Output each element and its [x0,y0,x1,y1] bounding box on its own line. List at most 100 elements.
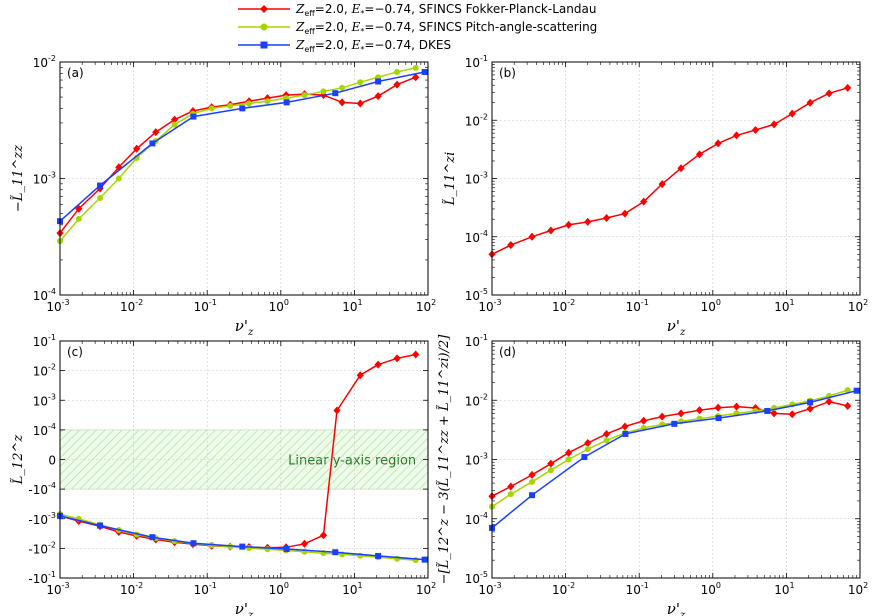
data-point-fpl [602,429,611,438]
x-tick-label: 102 [416,298,436,314]
data-point-pas [844,387,851,394]
x-axis-label: ν'z [235,317,254,338]
legend-z-sub: eff [304,45,315,54]
data-point-pas [264,98,271,105]
data-point-fpl [338,98,346,107]
data-point-fpl [602,213,611,222]
y-tick-label: 10-1 [33,333,56,349]
data-point-fpl [825,397,833,406]
axes-frame [59,61,429,296]
data-point-fpl [507,482,515,491]
y-tick-label: 10-1 [465,54,488,70]
x-tick-label: 10-2 [120,581,143,597]
data-point-dkes [375,552,382,559]
x-tick-label: 100 [701,581,721,597]
series-line-pas [59,67,416,242]
data-point-fpl [677,164,685,173]
data-point-dkes [190,113,197,120]
panel-label: (b) [499,66,516,80]
x-tick-label: 10-2 [552,298,575,314]
data-point-pas [394,69,401,76]
data-point-fpl [565,220,573,229]
panels: 10-3 10-2 10-1 100 101 102 10-4 10-3 10-2 (a) ν'z −… [10,54,869,616]
y-tick-label: 10-5 [465,287,488,303]
axes-frame [59,340,429,579]
legend-e-symbol: E [351,38,361,52]
x-axis-label: ν'z [235,600,254,616]
legend-z-value: =2.0, [315,38,352,52]
legend-e-sub: * [360,45,364,54]
data-point-dkes [149,534,156,541]
series-line-fpl [59,76,416,234]
legend-marker-pas [260,23,268,31]
data-point-pas [320,88,327,95]
data-point-dkes [375,78,382,85]
x-tick-label: 102 [416,581,436,597]
legend-e-value: =−0.74, [364,20,418,34]
data-point-fpl [640,197,648,206]
x-tick-label: 10-2 [120,298,143,314]
data-point-fpl [751,126,760,135]
legend-label-pas: SFINCS Pitch-angle-scattering [419,20,598,34]
y-axis-label: L̃_11^zi [442,152,458,207]
series-line-pas [491,389,848,508]
legend-e-sub: * [360,27,364,36]
data-point-pas [75,215,82,222]
data-point-fpl [547,459,555,468]
svg-text:Zeff=2.0, E*=−0.74, SFINCS Fok: Zeff=2.0, E*=−0.74, SFINCS Fokker-Planck… [295,2,596,18]
x-tick-label: 10-3 [478,298,501,314]
legend-z-symbol: Z [295,20,305,34]
data-point-dkes [239,543,246,550]
data-point-dkes [149,140,156,147]
panel-label: (a) [67,66,84,80]
data-point-pas [412,64,419,71]
series-line-fpl [491,87,848,255]
legend-marker-dkes [260,41,268,49]
data-point-fpl [806,404,814,413]
x-tick-label: 10-3 [46,298,69,314]
legend-z-sub: eff [304,9,315,18]
data-point-pas [301,92,308,99]
y-tick-label: 10-1 [465,333,488,349]
data-point-fpl [333,406,341,415]
data-point-pas [529,478,536,485]
data-point-fpl [356,371,364,380]
y-tick-label: -10-1 [28,570,56,586]
x-tick-label: 10-2 [552,581,575,597]
data-point-fpl [356,99,364,108]
y-axis-label: −[L̃_12^z − 3(L̃_11^zz + L̃_11^zi)/2] [436,334,452,585]
legend-e-symbol: E [351,2,361,16]
y-tick-label: -10-3 [28,511,56,527]
panel-d: 10-3 10-2 10-1 100 101 102 10-5 10-4 10-3 10-2 10-… [436,333,869,616]
x-tick-label: 100 [269,581,289,597]
data-point-dkes [97,522,104,529]
data-point-fpl [393,80,401,89]
y-axis-label: L̃_12^z [10,435,26,486]
data-point-fpl [115,163,123,172]
legend-z-symbol: Z [295,2,305,16]
x-tick-label: 102 [848,581,868,597]
data-point-dkes [190,540,197,547]
series-line-pas [59,513,416,561]
y-tick-label: 10-2 [465,392,488,408]
panel-a: 10-3 10-2 10-1 100 101 10210-410-310-2(a)ν'z−… [10,54,437,338]
data-point-fpl [152,128,160,137]
data-point-pas [357,79,364,86]
data-point-fpl [133,144,141,153]
data-point-dkes [764,407,771,414]
data-point-fpl [621,209,629,218]
y-tick-label: 0 [48,454,56,468]
y-tick-label: 10-4 [33,422,56,438]
panel-label: (c) [67,345,83,359]
data-point-dkes [715,415,722,422]
legend-z-sub: eff [304,27,315,36]
y-tick-label: 10-3 [33,392,56,408]
y-tick-label: 10-2 [33,363,56,379]
series-line-dkes [59,515,425,561]
data-point-pas [208,105,215,112]
data-point-dkes [807,399,814,406]
x-tick-label: 101 [774,581,794,597]
data-point-fpl [412,350,420,359]
data-point-fpl [393,354,401,363]
